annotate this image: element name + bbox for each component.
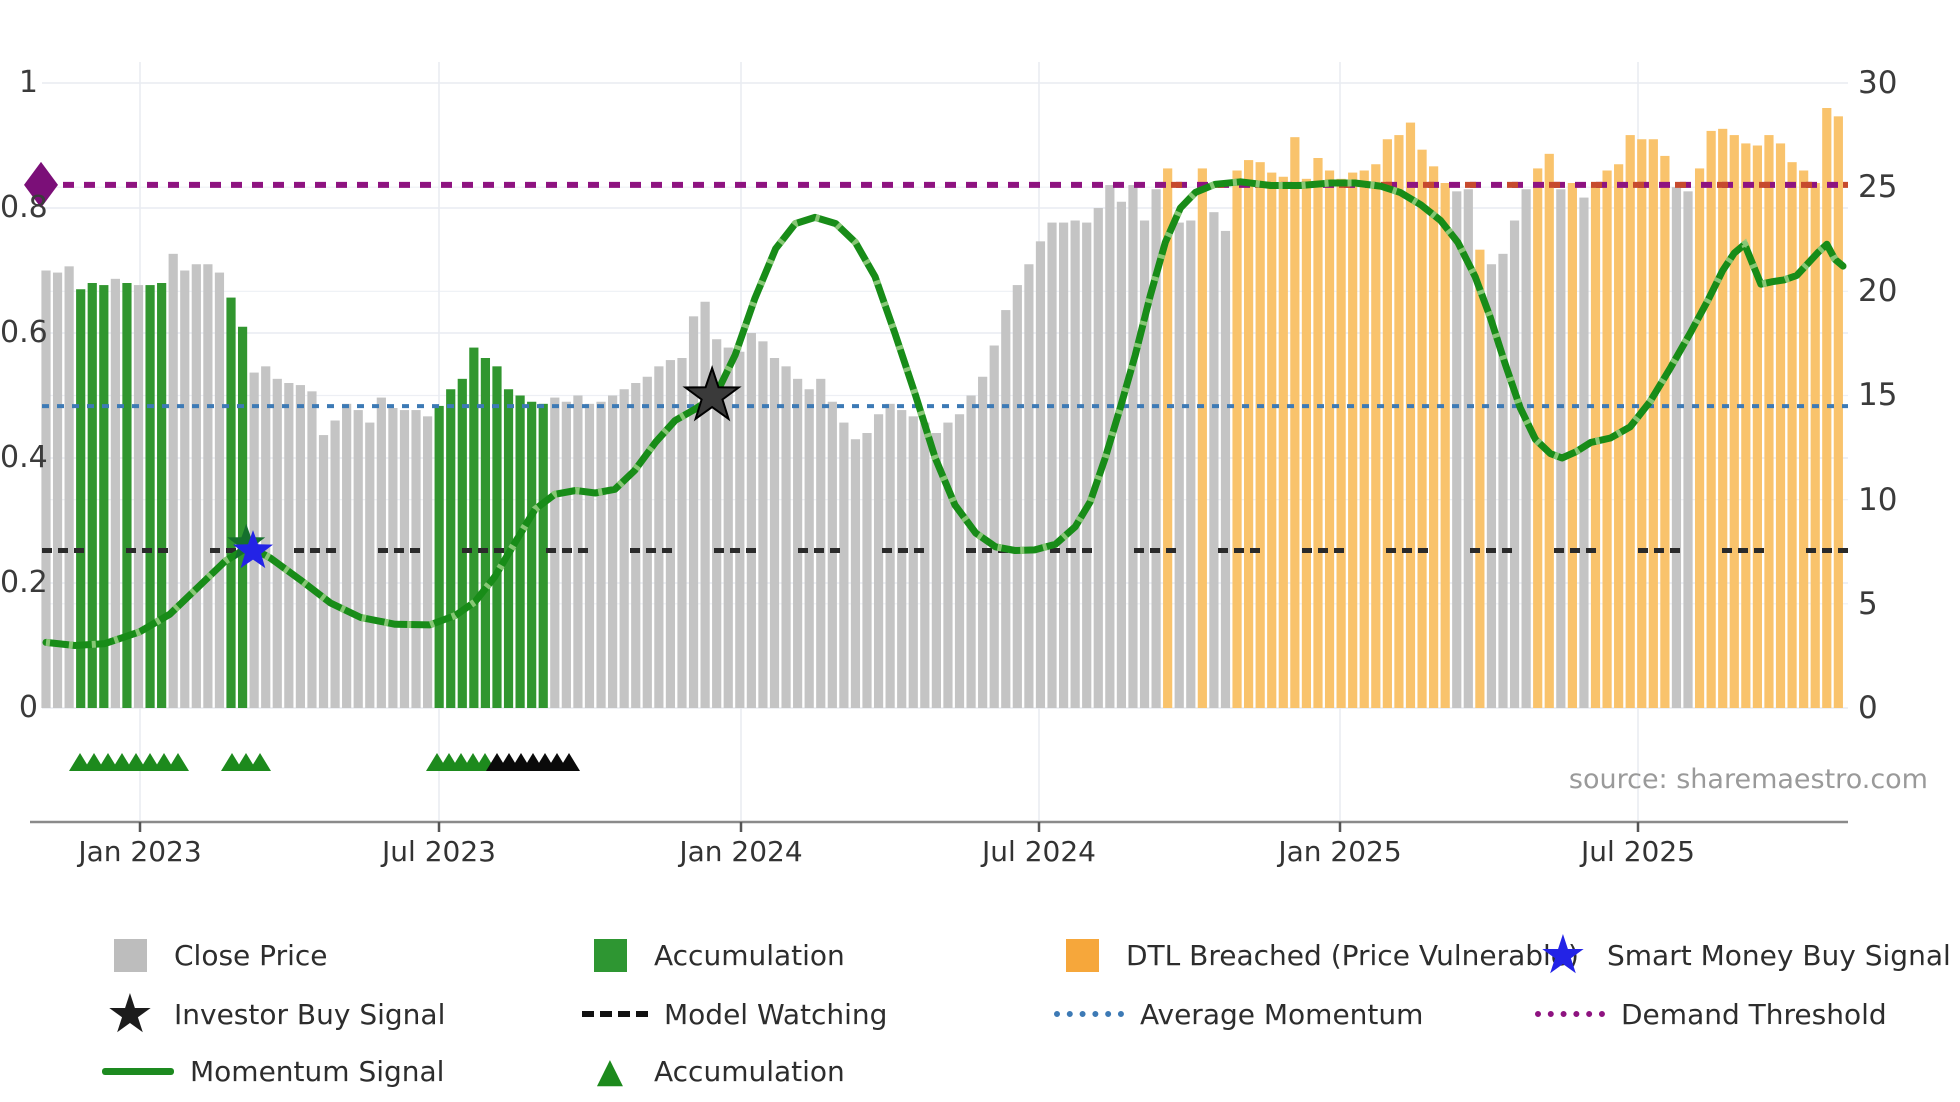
right-axis-tick: 30 <box>1858 65 1898 101</box>
black-star-icon: ★ <box>105 982 155 1045</box>
source-attribution: source: sharemaestro.com <box>1568 764 1928 795</box>
blue-star-icon: ★ <box>1538 923 1588 986</box>
x-axis-tick: Jan 2025 <box>1278 835 1402 868</box>
legend-label: Momentum Signal <box>190 1054 445 1088</box>
legend-label: Model Watching <box>664 997 888 1031</box>
close-price-swatch-icon <box>113 938 147 972</box>
legend-item-dtl-breached: DTL Breached (Price Vulnerable) <box>1052 933 1579 977</box>
right-axis-tick: 10 <box>1858 482 1898 518</box>
legend-label: DTL Breached (Price Vulnerable) <box>1126 938 1579 972</box>
dtl-breached-swatch-icon <box>1065 938 1099 972</box>
legend-item-accumulation: Accumulation <box>580 933 845 977</box>
purple-dotted-line-icon <box>1535 1011 1605 1017</box>
right-axis-tick: 5 <box>1858 586 1878 622</box>
right-axis-tick: 0 <box>1858 690 1878 726</box>
right-axis-tick: 25 <box>1858 169 1898 205</box>
legend-item-accumulation-triangle: ▲ Accumulation <box>580 1049 845 1093</box>
legend-label: Average Momentum <box>1140 997 1424 1031</box>
left-axis-tick: 1 <box>18 65 38 100</box>
x-axis-tick: Jul 2024 <box>982 835 1096 868</box>
blue-dotted-line-icon <box>1054 1011 1124 1017</box>
left-axis-tick: 0.2 <box>0 565 48 600</box>
legend-item-model-watching: Model Watching <box>580 992 887 1036</box>
right-axis-tick: 15 <box>1858 377 1898 413</box>
legend-item-close-price: Close Price <box>100 933 327 977</box>
legend-label: Smart Money Buy Signal <box>1607 938 1951 972</box>
accumulation-swatch-icon <box>593 938 627 972</box>
green-line-icon <box>102 1067 174 1075</box>
legend-item-investor-buy-signal: ★ Investor Buy Signal <box>100 982 446 1045</box>
legend-label: Accumulation <box>654 1054 845 1088</box>
legend-item-momentum-signal: Momentum Signal <box>100 1049 444 1093</box>
legend-item-smart-money-buy-signal: ★ Smart Money Buy Signal <box>1533 923 1951 986</box>
green-triangle-icon: ▲ <box>596 1051 624 1091</box>
right-axis-tick: 20 <box>1858 273 1898 309</box>
legend-label: Investor Buy Signal <box>174 997 446 1031</box>
x-axis-tick: Jan 2024 <box>679 835 803 868</box>
left-axis-tick: 0 <box>18 690 38 725</box>
x-axis-tick: Jan 2023 <box>78 835 202 868</box>
left-axis-tick: 0.8 <box>0 190 48 225</box>
x-axis-tick: Jul 2025 <box>1581 835 1695 868</box>
left-axis-tick: 0.4 <box>0 440 48 475</box>
left-axis-tick: 0.6 <box>0 315 48 350</box>
legend-label: Close Price <box>174 938 328 972</box>
x-axis-tick: Jul 2023 <box>382 835 496 868</box>
legend-label: Accumulation <box>654 938 845 972</box>
chart-canvas <box>24 62 1848 832</box>
legend-label: Demand Threshold <box>1621 997 1887 1031</box>
legend-item-demand-threshold: Demand Threshold <box>1533 992 1887 1036</box>
black-dashed-line-icon <box>582 1011 648 1017</box>
legend-item-average-momentum: Average Momentum <box>1052 992 1423 1036</box>
